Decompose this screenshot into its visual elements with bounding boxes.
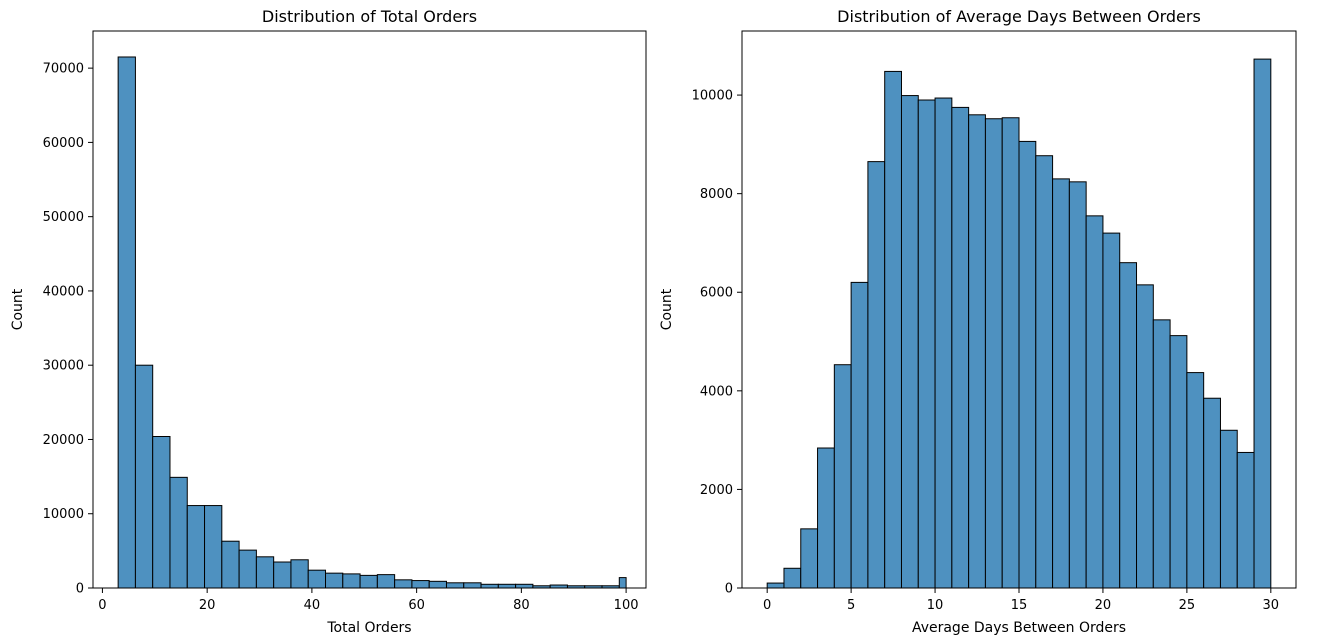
- histogram-bar: [169, 476, 188, 589]
- x-tick-label: 20: [199, 598, 216, 613]
- histogram-bar: [480, 583, 499, 589]
- histogram-bar: [1236, 451, 1255, 589]
- x-tick-label: 0: [763, 598, 771, 613]
- histogram-bar: [1068, 181, 1087, 589]
- x-tick-label: 40: [304, 598, 321, 613]
- histogram-bar: [1169, 335, 1188, 589]
- histogram-bar: [1186, 372, 1205, 589]
- chart-title: Distribution of Average Days Between Ord…: [837, 7, 1201, 26]
- histogram-bar: [968, 114, 986, 589]
- plot-frame: [92, 30, 647, 589]
- histogram-bar: [152, 436, 171, 589]
- histogram-bar: [934, 97, 953, 589]
- histogram-bar: [117, 56, 136, 589]
- histogram-bar: [359, 574, 378, 589]
- histogram-bar: [290, 559, 309, 589]
- y-tick-label: 10000: [43, 507, 84, 522]
- avg-days-histogram: 0 5 10 15 20 25 30 0 2000 4000 6000 8000 10000 Distri…: [659, 7, 1297, 636]
- histogram-bar: [325, 572, 344, 589]
- histogram-bar: [1052, 178, 1070, 589]
- y-tick-label: 70000: [43, 62, 84, 77]
- histogram-bar: [1253, 58, 1272, 589]
- histogram-bar: [618, 577, 627, 589]
- histogram-bar: [984, 118, 1003, 589]
- x-axis-label: Average Days Between Orders: [912, 620, 1126, 636]
- x-tick-label: 30: [1263, 598, 1280, 613]
- y-tick-label: 0: [725, 582, 733, 597]
- histogram-bar: [817, 447, 835, 589]
- histogram-bar: [221, 540, 240, 589]
- histogram-bar: [255, 556, 275, 589]
- y-axis-label: Count: [10, 288, 26, 330]
- x-tick-label: 20: [1095, 598, 1112, 613]
- x-tick-label: 25: [1179, 598, 1196, 613]
- histogram-bar: [307, 569, 327, 589]
- histogram-bar: [238, 549, 257, 589]
- histogram-bar: [394, 579, 413, 589]
- histogram-bar: [1102, 232, 1121, 589]
- histogram-bar: [463, 582, 482, 589]
- x-tick-label: 5: [847, 598, 855, 613]
- y-tick-label: 2000: [700, 483, 733, 498]
- histogram-bar: [273, 561, 292, 589]
- histogram-bar: [1001, 117, 1020, 589]
- histogram-bar: [1018, 140, 1037, 589]
- x-tick-label: 100: [614, 598, 639, 613]
- x-axis-label: Total Orders: [326, 620, 411, 636]
- y-tick-label: 6000: [700, 286, 733, 301]
- y-tick-label: 60000: [43, 136, 84, 151]
- histogram-bar: [1136, 284, 1154, 589]
- histogram-bar: [376, 574, 396, 589]
- histogram-bar: [850, 281, 869, 589]
- total-orders-histogram: 0 20 40 60 80 100 0 10000 20000 30000 40000 50000 60…: [10, 7, 647, 636]
- x-tick-label: 15: [1011, 598, 1028, 613]
- y-tick-label: 50000: [43, 210, 84, 225]
- histogram-bar: [917, 99, 936, 589]
- histogram-bar: [204, 505, 223, 589]
- chart-title: Distribution of Total Orders: [262, 7, 477, 26]
- y-axis-label: Count: [659, 288, 675, 330]
- y-tick-label: 10000: [692, 89, 733, 104]
- x-tick-label: 80: [513, 598, 530, 613]
- y-tick-label: 4000: [700, 384, 733, 399]
- histogram-bar: [411, 580, 430, 589]
- histogram-bar: [1203, 397, 1221, 589]
- x-tick-label: 10: [927, 598, 944, 613]
- x-tick-label: 0: [98, 598, 106, 613]
- histogram-bar: [833, 364, 852, 589]
- histogram-bar: [783, 567, 802, 589]
- histogram-bar: [1219, 429, 1238, 589]
- y-tick-label: 30000: [43, 359, 84, 374]
- histogram-bar: [900, 95, 919, 589]
- y-tick-label: 8000: [700, 187, 733, 202]
- histogram-bar: [951, 106, 970, 589]
- histogram-bar: [134, 364, 154, 589]
- histogram-bar: [445, 582, 465, 589]
- y-tick-label: 20000: [43, 433, 84, 448]
- histogram-bar: [515, 583, 534, 589]
- y-tick-label: 0: [76, 582, 84, 597]
- x-tick-label: 60: [408, 598, 425, 613]
- histogram-bar: [766, 582, 785, 589]
- histogram-bar: [1119, 262, 1138, 589]
- histogram-bar: [342, 573, 361, 589]
- histogram-bar: [497, 583, 517, 589]
- histogram-bar: [800, 528, 819, 589]
- y-tick-label: 40000: [43, 284, 84, 299]
- histogram-bar: [428, 580, 447, 589]
- histogram-bar: [1085, 215, 1104, 589]
- histogram-bar: [1152, 319, 1171, 589]
- histogram-bar: [1035, 155, 1054, 589]
- histogram-bar: [867, 161, 886, 589]
- histogram-bar: [186, 505, 206, 589]
- histogram-bar: [884, 70, 902, 589]
